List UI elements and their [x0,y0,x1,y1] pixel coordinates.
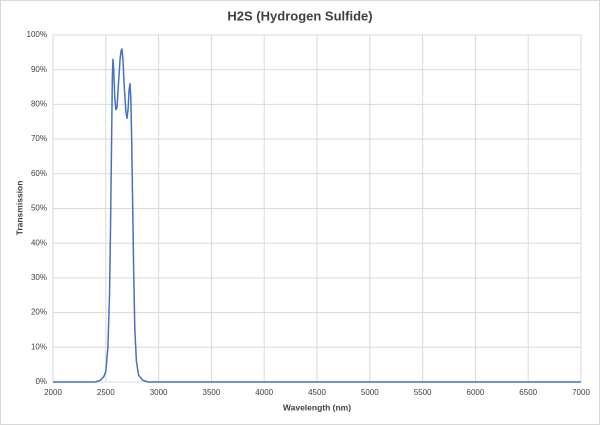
x-tick-label: 3000 [150,388,168,397]
x-tick-label: 6000 [467,388,485,397]
y-tick-label: 40% [31,238,47,247]
y-tick-label: 50% [31,204,47,213]
x-tick-label: 5500 [414,388,432,397]
y-tick-label: 80% [31,100,47,109]
x-tick-label: 5000 [361,388,379,397]
x-tick-label: 2500 [97,388,115,397]
x-tick-label: 7000 [572,388,590,397]
x-tick-label: 2000 [44,388,62,397]
x-tick-label: 3500 [203,388,221,397]
y-tick-label: 60% [31,169,47,178]
y-tick-label: 90% [31,65,47,74]
y-tick-label: 10% [31,342,47,351]
data-line [53,48,581,383]
y-tick-label: 20% [31,308,47,317]
x-tick-label: 4500 [308,388,326,397]
y-tick-label: 100% [27,30,47,39]
y-tick-label: 0% [35,377,47,386]
x-tick-label: 4000 [255,388,273,397]
x-axis-label: Wavelength (nm) [283,402,351,412]
x-tick-label: 6500 [519,388,537,397]
y-axis-label: Transmission [14,181,24,236]
y-tick-label: 70% [31,134,47,143]
y-tick-label: 30% [31,273,47,282]
chart-title: H2S (Hydrogen Sulfide) [227,8,372,23]
